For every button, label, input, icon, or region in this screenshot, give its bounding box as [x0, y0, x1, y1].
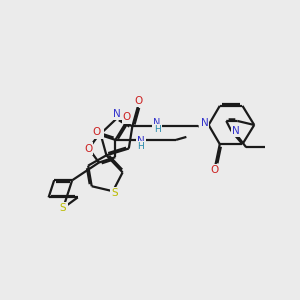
Text: H: H — [154, 125, 160, 134]
Text: N: N — [95, 128, 103, 138]
Text: O: O — [84, 143, 92, 154]
Text: S: S — [111, 188, 118, 198]
Text: H: H — [137, 142, 144, 151]
Text: O: O — [211, 165, 219, 175]
Text: N: N — [232, 126, 239, 136]
Text: N: N — [153, 118, 161, 128]
Text: N: N — [201, 118, 208, 128]
Text: O: O — [123, 112, 131, 122]
Text: N: N — [137, 136, 145, 146]
Text: S: S — [60, 203, 67, 213]
Text: N: N — [113, 109, 121, 119]
Text: O: O — [134, 96, 142, 106]
Text: O: O — [93, 127, 101, 137]
